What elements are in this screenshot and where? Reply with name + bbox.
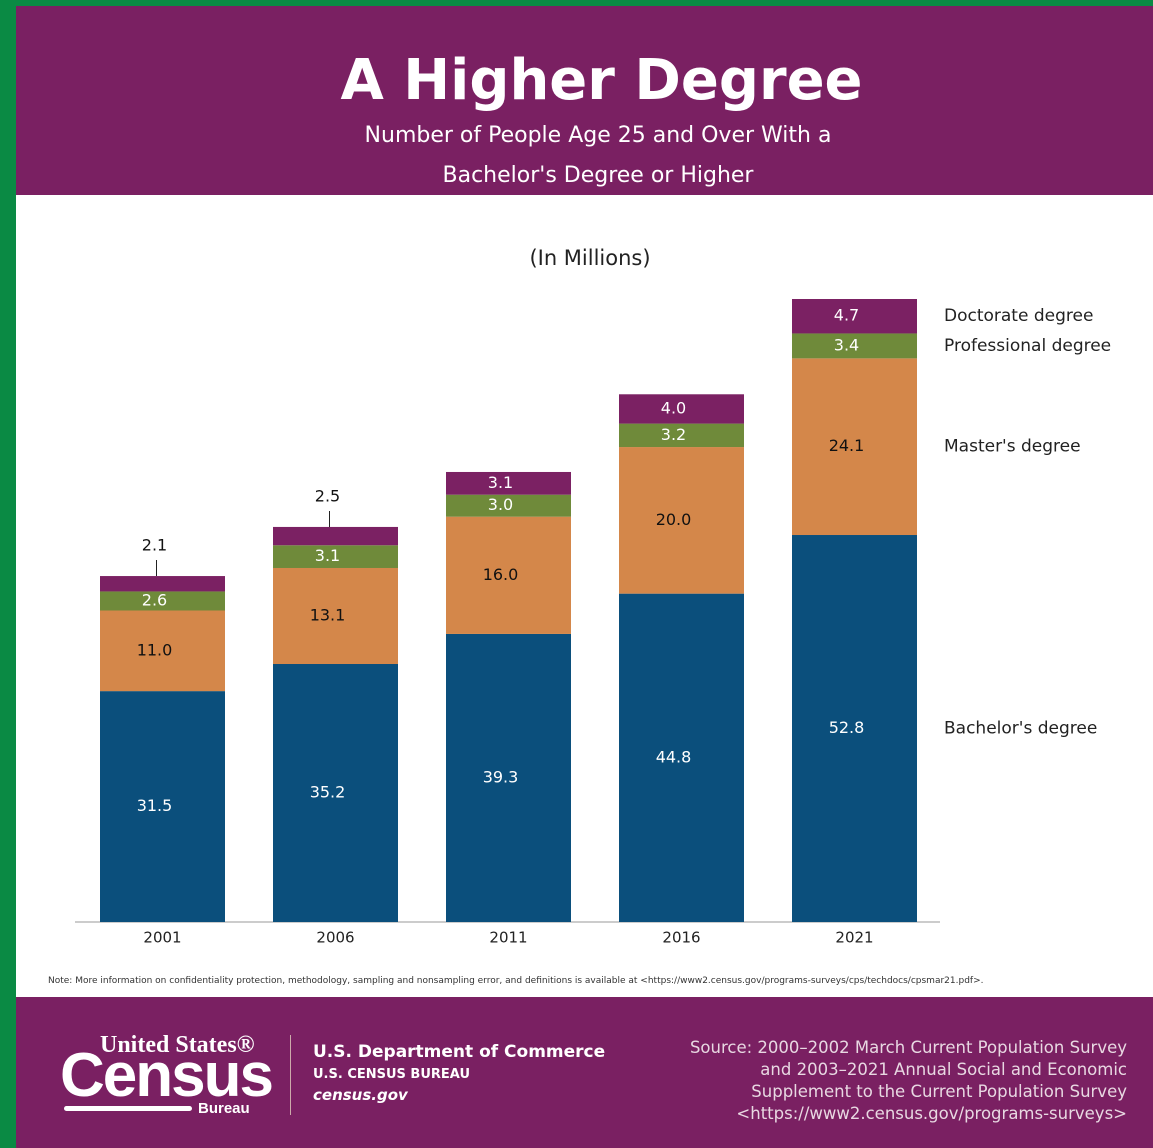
bureau: U.S. CENSUS BUREAU xyxy=(313,1067,471,1082)
value-label: 4.0 xyxy=(661,398,686,417)
value-label: 3.0 xyxy=(488,495,513,514)
value-label: 20.0 xyxy=(656,510,692,529)
bar-segment xyxy=(273,526,398,546)
logo-text: Census xyxy=(60,1041,274,1110)
value-label: 44.8 xyxy=(656,747,692,766)
logo-text: Bureau xyxy=(198,1100,250,1117)
chart-subtitle: Number of People Age 25 and Over With a … xyxy=(364,123,832,188)
bar-segment xyxy=(446,633,571,922)
bar-segment xyxy=(619,394,744,424)
value-label: 35.2 xyxy=(310,783,346,802)
x-tick-label: 2006 xyxy=(316,929,354,947)
source-line: Supplement to the Current Population Sur… xyxy=(751,1082,1127,1101)
note: Note: More information on confidentialit… xyxy=(48,976,984,986)
source-line: and 2003–2021 Annual Social and Economic xyxy=(760,1060,1127,1079)
x-tick-label: 2011 xyxy=(489,929,527,947)
header-band xyxy=(16,6,1153,195)
bar-segment xyxy=(792,358,917,536)
bar-segment xyxy=(446,516,571,634)
bar-segment xyxy=(446,471,571,495)
divider xyxy=(290,1035,291,1115)
bar-segment xyxy=(100,691,225,922)
bar-segment xyxy=(100,576,225,592)
bar-segment xyxy=(792,333,917,359)
value-label: 2.6 xyxy=(142,590,167,609)
legend-label: Doctorate degree xyxy=(944,306,1093,326)
value-label: 4.7 xyxy=(834,306,859,325)
legend-label: Bachelor's degree xyxy=(944,719,1097,739)
logo-text: United States® xyxy=(100,1032,255,1058)
chart-title: A Higher Degree xyxy=(340,48,863,113)
logo-underline xyxy=(64,1106,192,1111)
unit-label: (In Millions) xyxy=(529,246,651,270)
bar-segment xyxy=(619,447,744,594)
bar-segment xyxy=(792,299,917,334)
bar-segment xyxy=(619,423,744,448)
source-line: Source: 2000–2002 March Current Populati… xyxy=(689,1038,1127,1057)
x-tick-label: 2021 xyxy=(835,929,873,947)
bar-segment xyxy=(100,591,225,611)
value-label: 24.1 xyxy=(829,436,865,455)
legend-label: Master's degree xyxy=(944,437,1081,457)
bar-segment xyxy=(273,664,398,922)
value-label: 39.3 xyxy=(483,767,519,786)
value-label: 52.8 xyxy=(829,718,865,737)
website: census.gov xyxy=(313,1086,408,1104)
x-tick-label: 2001 xyxy=(143,929,181,947)
legend-label: Professional degree xyxy=(944,336,1111,356)
value-label: 3.4 xyxy=(834,335,859,354)
value-label: 16.0 xyxy=(483,565,519,584)
x-tick-label: 2016 xyxy=(662,929,700,947)
source: Source: 2000–2002 March Current Populati… xyxy=(600,1037,1127,1125)
footer-band xyxy=(16,997,1153,1148)
value-label: 3.1 xyxy=(488,473,513,492)
bar-segment xyxy=(619,593,744,922)
bar-segment xyxy=(273,567,398,665)
value-label: 3.1 xyxy=(315,546,340,565)
value-label: 13.1 xyxy=(310,605,346,624)
value-label: 3.2 xyxy=(661,425,686,444)
value-label: 11.0 xyxy=(137,640,173,659)
bar-segment xyxy=(100,610,225,692)
department: U.S. Department of Commerce xyxy=(313,1042,606,1062)
bar-segment xyxy=(273,545,398,568)
bar-segment xyxy=(792,535,917,922)
value-label: 2.5 xyxy=(315,486,340,505)
value-label: 31.5 xyxy=(137,796,173,815)
bar-segment xyxy=(446,494,571,517)
source-line: <https://www2.census.gov/programs-survey… xyxy=(736,1104,1127,1123)
value-label: 2.1 xyxy=(142,536,167,555)
